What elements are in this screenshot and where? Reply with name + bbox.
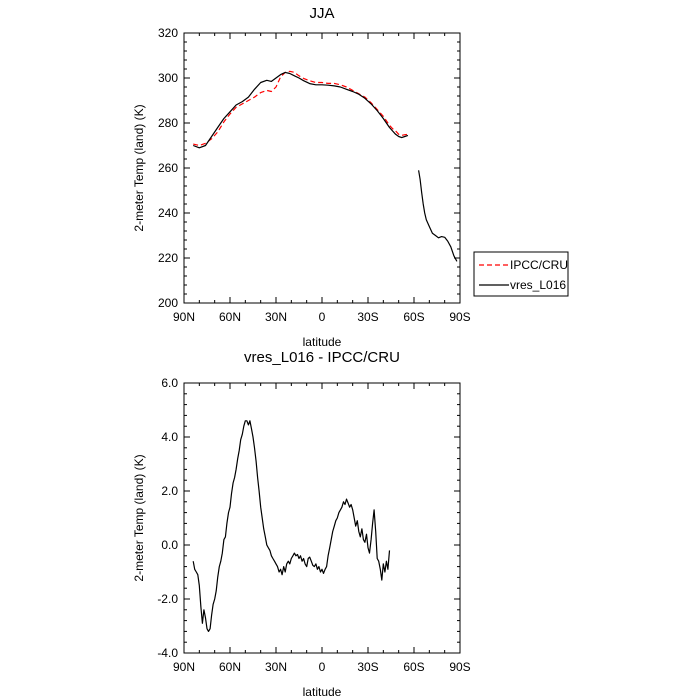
top-plot-frame <box>183 32 461 304</box>
top-x-tick-label: 90S <box>449 310 470 324</box>
bottom-x-axis-label: latitude <box>303 685 342 699</box>
top-x-tick-label: 60S <box>403 310 424 324</box>
top-y-tick-label: 260 <box>158 161 178 175</box>
top-x-tick-label: 0 <box>319 310 326 324</box>
top-y-tick-label: 320 <box>158 26 178 40</box>
bottom-panel: vres_L016 - IPCC/CRU 2-meter Temp (land)… <box>132 349 471 699</box>
bottom-x-tick-label: 60S <box>403 660 424 674</box>
bottom-axis-ticks: 90N 60N 30N 0 30S 60S 90S -4.0 -2.0 0.0 2.0 4.0 6.0 <box>157 376 470 674</box>
bottom-chart-title: vres_L016 - IPCC/CRU <box>244 349 400 366</box>
legend-box <box>473 251 569 297</box>
top-chart-title: JJA <box>309 5 334 22</box>
top-series-line-1-1 <box>418 170 458 262</box>
top-series-line-0-0 <box>193 70 408 147</box>
bottom-y-tick-label: 6.0 <box>161 376 178 390</box>
bottom-series-lines <box>192 420 391 632</box>
top-x-axis-label: latitude <box>303 335 342 349</box>
bottom-y-tick-label: 4.0 <box>161 430 178 444</box>
bottom-x-tick-label: 60N <box>219 660 241 674</box>
top-y-tick-label: 300 <box>158 71 178 85</box>
bottom-x-tick-label: 0 <box>319 660 326 674</box>
bottom-y-tick-label: -4.0 <box>157 646 178 660</box>
top-y-tick-label: 280 <box>158 116 178 130</box>
legend-label-ipcc-cru: IPCC/CRU <box>510 258 568 272</box>
bottom-y-axis-label: 2-meter Temp (land) (K) <box>132 454 146 581</box>
top-series-line-1-0 <box>192 71 409 149</box>
top-axis-ticks: 90N 60N 30N 0 30S 60S 90S 200 220 240 260 280 300 320 <box>158 26 471 324</box>
legend-label-vres-l016: vres_L016 <box>510 278 566 292</box>
bottom-x-tick-label: 30N <box>265 660 287 674</box>
bottom-x-tick-label: 30S <box>357 660 378 674</box>
legend: IPCC/CRU vres_L016 <box>473 251 569 297</box>
top-series-lines <box>192 70 458 262</box>
top-x-tick-label: 90N <box>173 310 195 324</box>
top-x-tick-label: 30N <box>265 310 287 324</box>
top-y-tick-label: 200 <box>158 296 178 310</box>
bottom-x-tick-label: 90S <box>449 660 470 674</box>
bottom-series-line-0-0 <box>192 420 391 632</box>
top-x-tick-label: 30S <box>357 310 378 324</box>
top-y-tick-label: 240 <box>158 206 178 220</box>
top-x-tick-label: 60N <box>219 310 241 324</box>
top-y-tick-label: 220 <box>158 251 178 265</box>
bottom-x-tick-label: 90N <box>173 660 195 674</box>
bottom-y-tick-label: 2.0 <box>161 484 178 498</box>
bottom-y-tick-label: 0.0 <box>161 538 178 552</box>
top-y-axis-label: 2-meter Temp (land) (K) <box>132 104 146 231</box>
bottom-y-tick-label: -2.0 <box>157 592 178 606</box>
top-panel: JJA 2-meter Temp (land) (K) latitude 90N… <box>132 5 569 349</box>
bottom-plot-frame <box>183 382 461 654</box>
